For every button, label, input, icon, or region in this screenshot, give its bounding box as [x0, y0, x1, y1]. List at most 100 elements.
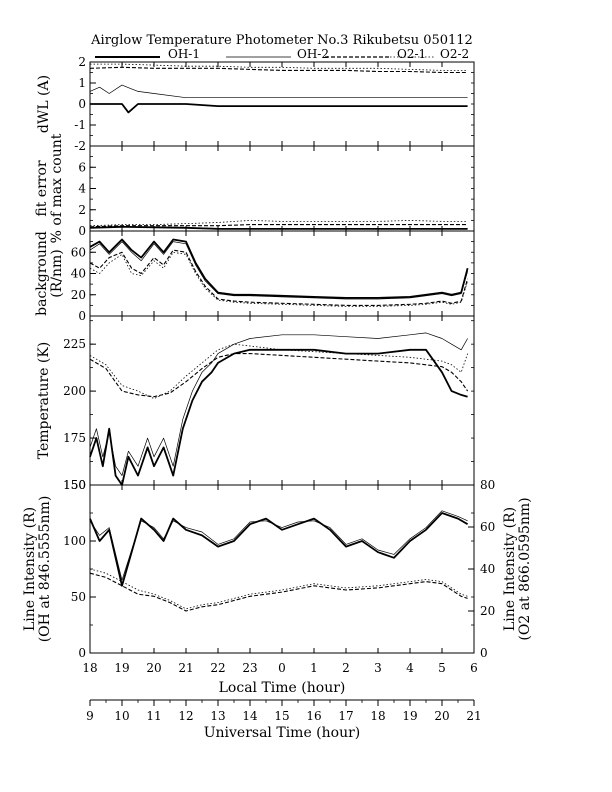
ut-tick-label: 17	[338, 709, 353, 723]
series-line-oh-1	[89, 225, 468, 230]
y-axis-label-line: background	[34, 231, 50, 316]
panel-fit-error: 0 2 4 6 fit error% of max count	[34, 133, 475, 243]
y-axis-label: dWL (A)	[36, 75, 52, 133]
y-tick-label: 2	[78, 55, 86, 69]
y-axis-label-line: (R/nm)	[49, 249, 65, 297]
y-axis-label-line: % of max count	[49, 133, 65, 243]
local-time-tick-label: 18	[82, 661, 97, 675]
y-right-tick-label: 20	[480, 604, 495, 618]
y-axis-label: fit error% of max count	[34, 133, 65, 243]
panel-frame	[89, 145, 475, 232]
ut-tick-label: 21	[466, 709, 481, 723]
y-tick-label: 1	[78, 76, 86, 90]
panels: -2 -1 0 1 2 dWL (A) 0 2 4 6 fit error% of max coun…	[22, 55, 533, 660]
y-tick-label: 175	[63, 431, 86, 445]
y-axis-label: background(R/nm)	[34, 231, 65, 316]
y-tick-label: 0	[78, 224, 86, 238]
series-line-oh-2	[89, 241, 468, 300]
series-line-oh-2	[89, 226, 468, 229]
series-line-oh-1	[90, 103, 468, 114]
y-right-tick-label: 80	[480, 478, 495, 492]
series-line-oh-1	[89, 348, 468, 486]
y-tick-label: 50	[71, 590, 86, 604]
universal-time-label: Universal Time (hour)	[204, 725, 361, 741]
series-line-oh-1	[89, 238, 469, 299]
legend: OH-1 OH-2 O2-1 O2-2	[95, 47, 469, 61]
y-tick-label: 60	[71, 245, 86, 259]
ut-tick-label: 15	[274, 709, 289, 723]
y-tick-label: -2	[74, 139, 86, 153]
y-tick-label: 150	[63, 478, 86, 492]
series-line-oh-2	[89, 510, 468, 581]
y-tick-label: 100	[63, 534, 86, 548]
local-time-tick-label: 1	[310, 661, 318, 675]
series-line-o2-2	[89, 251, 468, 307]
chart-title: Airglow Temperature Photometer No.3 Riku…	[90, 33, 473, 48]
y-tick-label: 20	[71, 288, 86, 302]
local-time-tick-label: 19	[114, 661, 129, 675]
local-time-tick-label: 20	[146, 661, 161, 675]
legend-label-oh-2: OH-2	[297, 47, 329, 61]
ut-tick-label: 14	[242, 709, 258, 723]
series-line-o2-2	[90, 63, 468, 71]
panel-frame	[89, 484, 475, 654]
y-right-tick-label: 40	[480, 562, 495, 576]
local-time-tick-label: 23	[242, 661, 257, 675]
y-axis-label-line: fit error	[34, 160, 50, 217]
series-line-oh-2	[89, 84, 468, 99]
local-time-tick-label: 2	[342, 661, 350, 675]
local-time-axis: 18 19 20 21 22 23 0 1 2 3 4 5 6 Local Time (hour)	[82, 661, 477, 696]
ut-tick-label: 18	[370, 709, 385, 723]
y-axis-label-line: Line Intensity (R)	[22, 507, 38, 631]
legend-label-o2-1: O2-1	[397, 47, 426, 61]
y-axis-label: Temperature (K)	[36, 342, 52, 460]
local-time-tick-label: 4	[406, 661, 414, 675]
y-tick-label: 4	[78, 182, 86, 196]
ut-tick-label: 10	[114, 709, 129, 723]
series-line-o2-1	[89, 572, 468, 612]
series-line-o2-1	[89, 224, 468, 228]
y-tick-label: 200	[63, 384, 86, 398]
panel-temperature: 150 175 200 225 Temperature (K)	[36, 315, 475, 492]
ut-tick-label: 9	[86, 709, 94, 723]
y-tick-label: 0	[78, 97, 86, 111]
legend-label-oh-1: OH-1	[168, 47, 200, 61]
y-tick-label: 0	[78, 646, 86, 660]
y-right-axis-label-line: (O2 at 866.0595nm)	[517, 497, 533, 640]
y-tick-label: 6	[78, 160, 86, 174]
y-tick-label: 40	[71, 267, 86, 281]
local-time-tick-label: 21	[178, 661, 193, 675]
ut-tick-label: 20	[434, 709, 449, 723]
ut-tick-label: 19	[402, 709, 417, 723]
series-line-o2-1	[89, 249, 469, 306]
y-tick-label: 2	[78, 203, 86, 217]
ut-tick-label: 12	[178, 709, 193, 723]
series-line-o2-1	[89, 66, 468, 74]
y-right-tick-label: 0	[480, 646, 488, 660]
panel-frame	[89, 315, 475, 486]
ut-tick-label: 13	[210, 709, 225, 723]
panel-background: 0 20 40 60 background(R/nm)	[34, 230, 475, 323]
y-tick-label: 150	[63, 478, 86, 492]
local-time-tick-label: 6	[470, 661, 478, 675]
y-right-tick-label: 60	[480, 520, 495, 534]
y-axis-label-line: (OH at 846.5555nm)	[37, 496, 53, 643]
y-right-axis-label-line: Line Intensity (R)	[502, 507, 518, 631]
ut-tick-label: 11	[146, 709, 161, 723]
y-tick-label: 225	[63, 337, 86, 351]
local-time-tick-label: 5	[438, 661, 446, 675]
y-tick-label: -1	[74, 118, 86, 132]
series-line-o2-2	[89, 343, 468, 400]
series-line-o2-2	[89, 219, 468, 227]
series-line-o2-2	[89, 568, 468, 610]
ut-tick-label: 16	[306, 709, 321, 723]
y-tick-label: 0	[78, 309, 86, 323]
y-axis-label: Line Intensity (R)(OH at 846.5555nm)	[22, 496, 53, 643]
local-time-tick-label: 3	[374, 661, 382, 675]
local-time-label: Local Time (hour)	[219, 680, 346, 696]
series-line-oh-2	[89, 332, 468, 476]
legend-label-o2-2: O2-2	[440, 47, 469, 61]
y-right-axis-label: Line Intensity (R)(O2 at 866.0595nm)	[502, 497, 533, 640]
